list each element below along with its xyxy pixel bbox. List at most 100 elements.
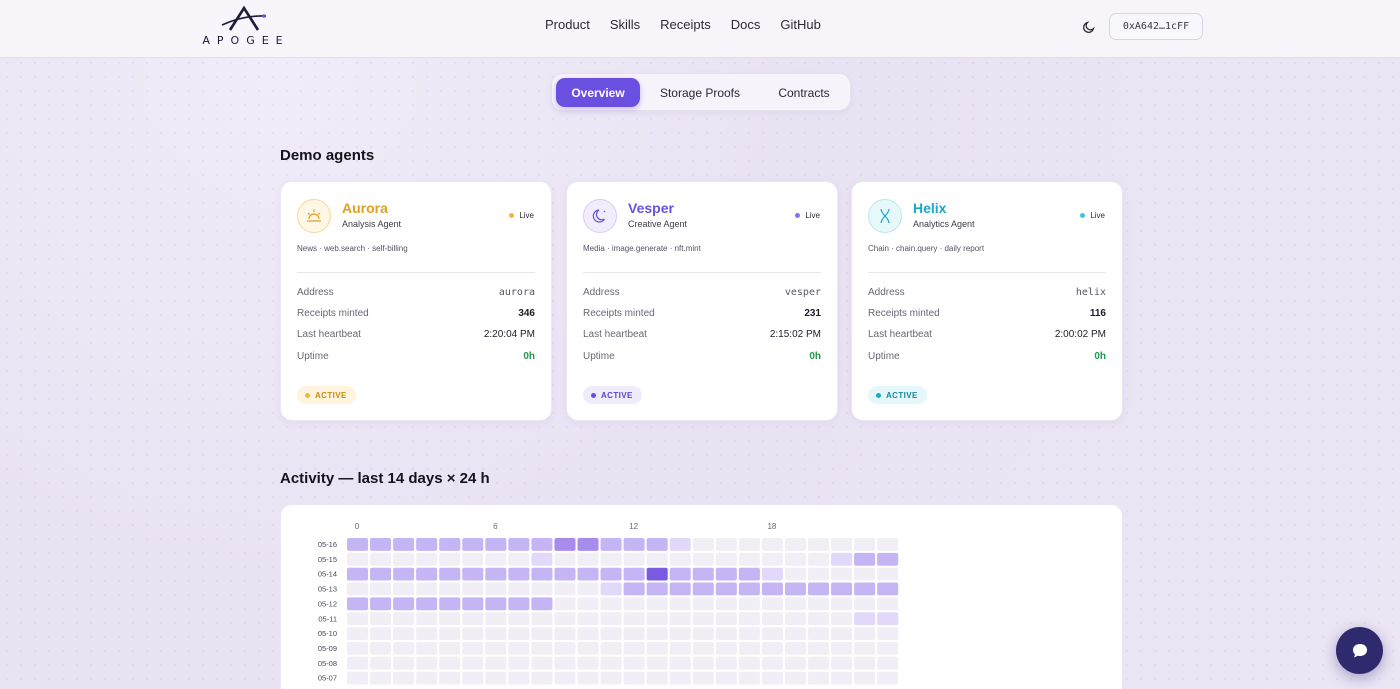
heatmap-cell[interactable] [761, 597, 783, 611]
heatmap-cell[interactable] [715, 627, 737, 640]
heatmap-cell[interactable] [347, 627, 369, 640]
heatmap-cell[interactable] [646, 656, 668, 670]
heatmap-cell[interactable] [646, 671, 668, 685]
heatmap-cell[interactable] [623, 538, 645, 551]
heatmap-cell[interactable] [462, 656, 484, 670]
heatmap-cell[interactable] [738, 612, 760, 626]
heatmap-cell[interactable] [485, 641, 507, 655]
heatmap-cell[interactable] [623, 641, 645, 655]
heatmap-cell[interactable] [554, 656, 576, 670]
tab-overview[interactable]: Overview [556, 78, 640, 107]
heatmap-cell[interactable] [347, 538, 369, 551]
heatmap-cell[interactable] [761, 567, 783, 581]
heatmap-cell[interactable] [600, 597, 622, 611]
heatmap-cell[interactable] [808, 538, 830, 551]
heatmap-cell[interactable] [877, 671, 899, 685]
heatmap-cell[interactable] [485, 671, 507, 685]
heatmap-cell[interactable] [370, 567, 392, 581]
heatmap-cell[interactable] [669, 582, 691, 596]
heatmap-cell[interactable] [877, 552, 899, 566]
heatmap-cell[interactable] [393, 597, 415, 611]
heatmap-cell[interactable] [370, 641, 392, 655]
heatmap-cell[interactable] [692, 612, 714, 626]
heatmap-cell[interactable] [416, 656, 438, 670]
heatmap-cell[interactable] [347, 612, 369, 626]
heatmap-cell[interactable] [669, 671, 691, 685]
heatmap-cell[interactable] [554, 627, 576, 640]
heatmap-cell[interactable] [715, 597, 737, 611]
heatmap-cell[interactable] [808, 552, 830, 566]
heatmap-cell[interactable] [577, 612, 599, 626]
heatmap-cell[interactable] [554, 612, 576, 626]
heatmap-cell[interactable] [854, 552, 876, 566]
heatmap-cell[interactable] [715, 552, 737, 566]
heatmap-cell[interactable] [508, 656, 530, 670]
heatmap-cell[interactable] [416, 627, 438, 640]
heatmap-cell[interactable] [715, 582, 737, 596]
heatmap-cell[interactable] [784, 627, 806, 640]
wallet-address-button[interactable]: 0xA642…1cFF [1109, 13, 1203, 40]
heatmap-cell[interactable] [393, 612, 415, 626]
heatmap-cell[interactable] [738, 656, 760, 670]
heatmap-cell[interactable] [393, 671, 415, 685]
heatmap-cell[interactable] [623, 656, 645, 670]
heatmap-cell[interactable] [416, 582, 438, 596]
heatmap-cell[interactable] [531, 671, 553, 685]
heatmap-cell[interactable] [831, 552, 853, 566]
heatmap-cell[interactable] [347, 641, 369, 655]
heatmap-cell[interactable] [370, 552, 392, 566]
heatmap-cell[interactable] [715, 567, 737, 581]
heatmap-cell[interactable] [854, 641, 876, 655]
heatmap-cell[interactable] [439, 538, 461, 551]
heatmap-cell[interactable] [370, 582, 392, 596]
heatmap-cell[interactable] [854, 656, 876, 670]
heatmap-cell[interactable] [738, 641, 760, 655]
heatmap-cell[interactable] [508, 612, 530, 626]
heatmap-cell[interactable] [877, 582, 899, 596]
heatmap-cell[interactable] [761, 538, 783, 551]
heatmap-cell[interactable] [439, 671, 461, 685]
heatmap-cell[interactable] [600, 582, 622, 596]
heatmap-cell[interactable] [439, 567, 461, 581]
agent-card-vesper[interactable]: Vesper Creative Agent Live Media · image… [566, 181, 838, 421]
heatmap-cell[interactable] [761, 627, 783, 640]
heatmap-cell[interactable] [669, 627, 691, 640]
heatmap-cell[interactable] [646, 567, 668, 581]
heatmap-cell[interactable] [623, 567, 645, 581]
heatmap-cell[interactable] [692, 567, 714, 581]
heatmap-cell[interactable] [623, 627, 645, 640]
heatmap-cell[interactable] [554, 552, 576, 566]
heatmap-cell[interactable] [623, 597, 645, 611]
heatmap-cell[interactable] [761, 582, 783, 596]
heatmap-cell[interactable] [831, 567, 853, 581]
heatmap-cell[interactable] [393, 582, 415, 596]
heatmap-cell[interactable] [808, 641, 830, 655]
heatmap-cell[interactable] [623, 582, 645, 596]
heatmap-cell[interactable] [577, 538, 599, 551]
heatmap-cell[interactable] [347, 582, 369, 596]
heatmap-cell[interactable] [877, 567, 899, 581]
heatmap-cell[interactable] [738, 552, 760, 566]
heatmap-cell[interactable] [462, 567, 484, 581]
heatmap-cell[interactable] [669, 552, 691, 566]
nav-receipts[interactable]: Receipts [660, 17, 711, 32]
heatmap-cell[interactable] [531, 612, 553, 626]
heatmap-cell[interactable] [393, 627, 415, 640]
heatmap-cell[interactable] [416, 567, 438, 581]
heatmap-cell[interactable] [808, 597, 830, 611]
heatmap-cell[interactable] [831, 641, 853, 655]
heatmap-cell[interactable] [877, 641, 899, 655]
heatmap-cell[interactable] [485, 597, 507, 611]
heatmap-cell[interactable] [692, 641, 714, 655]
heatmap-cell[interactable] [416, 641, 438, 655]
heatmap-cell[interactable] [854, 627, 876, 640]
heatmap-cell[interactable] [577, 641, 599, 655]
apogee-logo[interactable]: APOGEE [200, 5, 292, 47]
heatmap-cell[interactable] [508, 538, 530, 551]
heatmap-cell[interactable] [623, 552, 645, 566]
heatmap-cell[interactable] [370, 627, 392, 640]
heatmap-cell[interactable] [646, 597, 668, 611]
heatmap-cell[interactable] [370, 671, 392, 685]
heatmap-cell[interactable] [347, 597, 369, 611]
heatmap-cell[interactable] [808, 627, 830, 640]
